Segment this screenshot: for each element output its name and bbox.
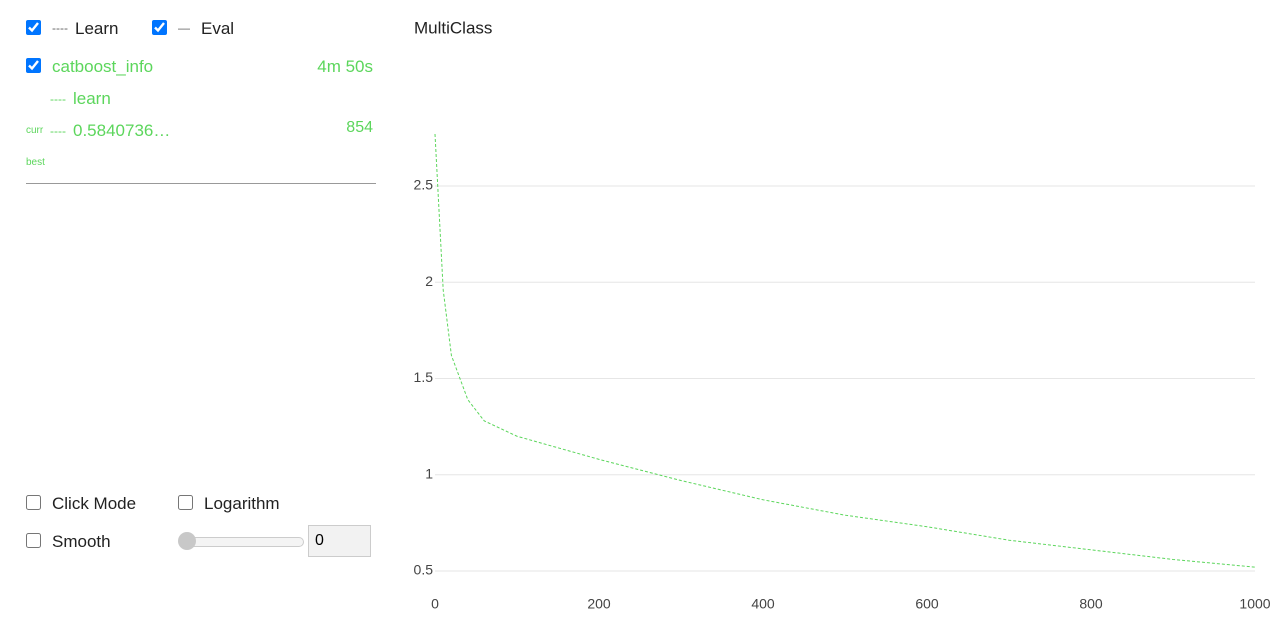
y-tick-label: 0.5 [414, 562, 434, 578]
x-tick-label: 0 [431, 596, 439, 612]
click-mode-checkbox[interactable] [26, 495, 41, 510]
eval-dash: — [178, 21, 190, 35]
best-label: best [26, 157, 45, 168]
smooth-checkbox[interactable] [26, 533, 41, 548]
learn-label: Learn [75, 19, 119, 38]
metric-dash: ---- [50, 92, 66, 106]
curr-dash: ---- [50, 124, 66, 138]
logarithm-checkbox[interactable] [178, 495, 193, 510]
click-mode-label: Click Mode [52, 494, 137, 513]
y-tick-label: 1.5 [414, 369, 434, 385]
line [434, 133, 1256, 568]
chart: MultiClass 0.5 1 1.5 2 2.5 0 200 400 600 800 1000 [414, 18, 1271, 612]
curr-value: 0.5840736… [73, 121, 171, 140]
learn-checkbox[interactable] [26, 20, 41, 35]
divider [26, 183, 376, 184]
curr-iteration: 854 [346, 119, 373, 136]
x-tick-label: 800 [1079, 596, 1103, 612]
y-tick-label: 2.5 [414, 177, 434, 193]
learn-dash: ---- [52, 21, 68, 35]
metric-name: learn [73, 89, 111, 108]
x-tick-label: 600 [915, 596, 939, 612]
slider-thumb[interactable] [178, 532, 196, 550]
y-tick-label: 2 [425, 273, 433, 289]
y-tick-label: 1 [425, 465, 433, 481]
run-name[interactable]: catboost_info [52, 57, 154, 76]
curr-label: curr [26, 125, 44, 136]
eval-checkbox[interactable] [152, 20, 167, 35]
x-tick-label: 400 [751, 596, 775, 612]
x-tick-label: 1000 [1239, 596, 1270, 612]
x-tick-label: 200 [587, 596, 611, 612]
smooth-input[interactable] [308, 525, 371, 557]
run-checkbox[interactable] [26, 58, 41, 73]
run-time: 4m 50s [317, 57, 373, 76]
smooth-slider[interactable] [180, 537, 304, 547]
logarithm-label: Logarithm [204, 494, 280, 513]
chart-title: MultiClass [414, 18, 492, 37]
eval-label: Eval [201, 19, 235, 38]
smooth-label: Smooth [52, 532, 111, 551]
